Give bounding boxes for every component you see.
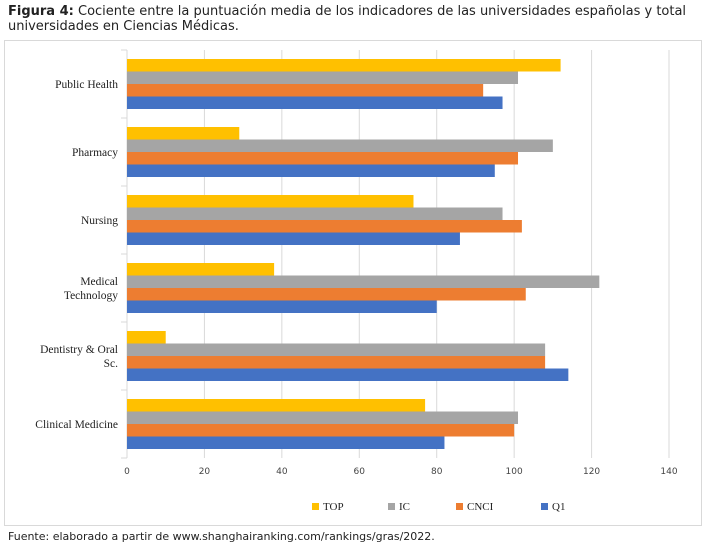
x-tick-label: 100 xyxy=(506,467,523,477)
bar-ic-0 xyxy=(127,71,519,84)
category-label: Dentistry & Oral xyxy=(40,344,118,356)
category-label: Pharmacy xyxy=(72,147,118,159)
bar-ic-3 xyxy=(127,275,600,288)
caption-text: Cociente entre la puntuación media de lo… xyxy=(8,4,687,34)
bar-q1-1 xyxy=(127,164,495,177)
x-tick-label: 140 xyxy=(660,467,677,477)
chart-frame xyxy=(4,40,702,526)
bar-ic-4 xyxy=(127,343,546,356)
bar-cnci-1 xyxy=(127,152,519,165)
category-label: Nursing xyxy=(81,215,118,227)
bar-ic-1 xyxy=(127,139,553,152)
bar-cnci-5 xyxy=(127,424,515,437)
legend-swatch-cnci xyxy=(456,503,463,510)
bar-top-5 xyxy=(127,399,426,412)
bar-ic-5 xyxy=(127,411,519,424)
x-tick-label: 40 xyxy=(276,467,288,477)
x-tick-label: 0 xyxy=(124,467,130,477)
bar-q1-2 xyxy=(127,232,460,245)
bar-cnci-4 xyxy=(127,356,546,369)
bar-top-4 xyxy=(127,331,166,344)
legend-label-q1: Q1 xyxy=(552,501,565,513)
x-tick-label: 20 xyxy=(199,467,211,477)
legend-label-cnci: CNCI xyxy=(467,501,494,513)
bar-top-1 xyxy=(127,127,240,140)
x-tick-label: 80 xyxy=(431,467,443,477)
category-label: Sc. xyxy=(104,358,119,370)
bar-cnci-2 xyxy=(127,220,522,233)
bar-ic-2 xyxy=(127,207,503,220)
bar-cnci-3 xyxy=(127,288,526,301)
bar-top-2 xyxy=(127,195,414,208)
source-note: Fuente: elaborado a partir de www.shangh… xyxy=(8,530,435,543)
legend-label-top: TOP xyxy=(323,501,344,513)
x-tick-label: 120 xyxy=(583,467,600,477)
legend-swatch-top xyxy=(312,503,319,510)
figure-caption: Figura 4: Cociente entre la puntuación m… xyxy=(8,4,703,34)
x-tick-label: 60 xyxy=(354,467,366,477)
legend-swatch-q1 xyxy=(541,503,548,510)
bar-q1-3 xyxy=(127,300,437,313)
bar-q1-4 xyxy=(127,368,569,381)
bar-q1-5 xyxy=(127,436,445,449)
legend-label-ic: IC xyxy=(399,501,410,513)
category-label: Technology xyxy=(64,290,118,302)
bar-top-3 xyxy=(127,263,275,276)
category-label: Public Health xyxy=(55,79,118,91)
legend-swatch-ic xyxy=(388,503,395,510)
bar-cnci-0 xyxy=(127,84,484,97)
bar-q1-0 xyxy=(127,96,503,109)
category-label: Clinical Medicine xyxy=(35,419,118,431)
category-label: Medical xyxy=(80,276,118,288)
caption-label: Figura 4: xyxy=(8,4,74,19)
bar-top-0 xyxy=(127,59,561,72)
